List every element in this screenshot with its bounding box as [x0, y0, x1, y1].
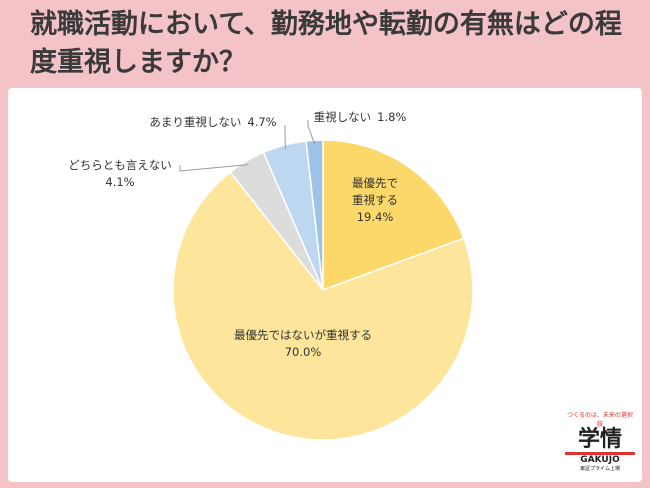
category-label: 最優先ではないが重視する — [234, 328, 372, 342]
pie-slice — [305, 139, 324, 291]
value-label: 19.4% — [356, 210, 394, 224]
slice-label: 最優先で重視する 19.4% — [345, 175, 405, 226]
slice-label: 最優先ではないが重視する 70.0% — [203, 327, 403, 361]
title: 就職活動において、勤務地や転勤の有無はどの程度重視しますか？ — [30, 9, 622, 78]
pie-slice — [322, 139, 465, 292]
leader-line — [179, 164, 249, 172]
category-label: あまり重視しない — [149, 115, 242, 129]
category-label: 最優先で重視する — [352, 176, 398, 207]
logo-note: 東証プライム上場 — [580, 466, 620, 472]
logo-romaji: GAKUJO — [565, 452, 635, 465]
value-label: 4.7% — [247, 115, 277, 129]
category-label: 重視しない — [313, 110, 372, 124]
pie-slice — [172, 171, 474, 441]
leader-line — [307, 120, 316, 145]
value-label: 70.0% — [284, 345, 322, 359]
slice-label: 重視しない 1.8% — [300, 109, 420, 126]
value-label: 4.1% — [105, 175, 135, 189]
logo: つくるのは、未来の選択肢 学情 GAKUJO 東証プライム上場 — [565, 410, 635, 472]
slice-label: どちらとも言えない 4.1% — [60, 157, 180, 191]
slice-label: あまり重視しない 4.7% — [133, 114, 293, 131]
logo-tagline: つくるのは、未来の選択肢 — [567, 412, 633, 428]
category-label: どちらとも言えない — [68, 158, 172, 172]
logo-name: 学情 — [577, 427, 622, 452]
value-label: 1.8% — [377, 110, 407, 124]
